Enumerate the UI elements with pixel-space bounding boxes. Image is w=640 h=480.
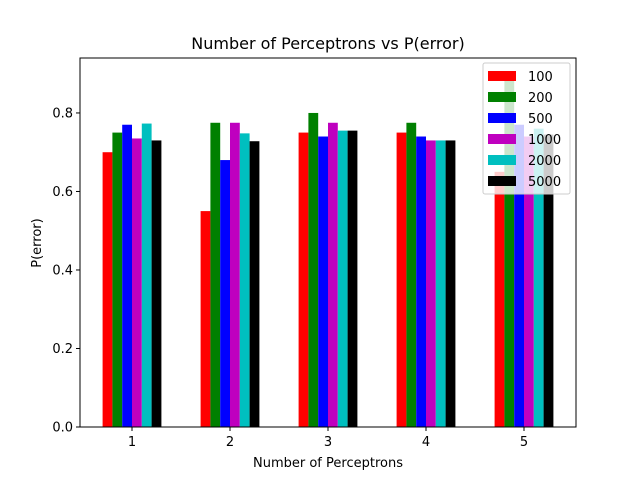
bar-200-1 — [112, 132, 123, 427]
legend-label-500: 500 — [528, 112, 553, 127]
legend-swatch-100 — [488, 71, 516, 81]
bar-500-4 — [416, 136, 426, 428]
legend-label-1000: 1000 — [528, 133, 561, 148]
legend-label-100: 100 — [528, 70, 553, 85]
bar-5000-5 — [543, 134, 554, 428]
bar-5000-4 — [445, 140, 456, 428]
y-tick-label: 0.0 — [52, 421, 73, 436]
bar-200-3 — [308, 112, 319, 427]
legend-swatch-2000 — [488, 155, 516, 165]
bar-500-1 — [122, 124, 132, 427]
x-tick-label: 1 — [128, 435, 136, 450]
bar-500-2 — [220, 160, 230, 427]
legend-swatch-500 — [488, 113, 516, 123]
legend-swatch-200 — [488, 92, 516, 102]
bars-group — [102, 77, 554, 428]
bar-500-3 — [318, 136, 328, 428]
bar-500-5 — [514, 124, 524, 427]
y-tick-label: 0.8 — [52, 106, 73, 121]
x-axis-label: Number of Perceptrons — [253, 456, 403, 471]
x-tick-label: 4 — [422, 435, 430, 450]
bar-2000-3 — [337, 130, 348, 427]
bar-1000-5 — [524, 136, 534, 428]
bar-1000-3 — [328, 122, 338, 428]
y-axis-label: P(error) — [30, 218, 45, 267]
bar-100-3 — [298, 132, 309, 427]
bar-1000-4 — [426, 140, 436, 428]
bar-1000-1 — [132, 138, 142, 428]
bar-5000-3 — [347, 130, 358, 427]
bar-200-4 — [406, 122, 417, 428]
bar-5000-1 — [151, 140, 162, 428]
legend-label-5000: 5000 — [528, 175, 561, 190]
bar-2000-1 — [141, 123, 152, 427]
legend-swatch-1000 — [488, 134, 516, 144]
legend-label-200: 200 — [528, 91, 553, 106]
bar-2000-2 — [239, 133, 250, 427]
bar-2000-4 — [435, 140, 446, 428]
bar-100-4 — [396, 132, 407, 427]
x-axis-ticks: 1 2 3 4 5 — [128, 427, 528, 450]
legend-label-2000: 2000 — [528, 154, 561, 169]
legend-swatch-5000 — [488, 176, 516, 186]
x-tick-label: 2 — [226, 435, 234, 450]
x-tick-label: 3 — [324, 435, 332, 450]
bar-200-2 — [210, 122, 221, 428]
chart-title: Number of Perceptrons vs P(error) — [191, 34, 464, 53]
bar-1000-2 — [230, 122, 240, 428]
bar-2000-5 — [533, 128, 544, 427]
bar-200-5 — [504, 77, 515, 428]
bar-5000-2 — [249, 141, 260, 427]
y-tick-label: 0.4 — [52, 263, 73, 278]
plot-frame — [79, 57, 577, 428]
y-tick-label: 0.2 — [52, 342, 73, 357]
legend: 100 200 500 1000 2000 5000 — [482, 62, 571, 195]
bar-100-1 — [102, 152, 113, 427]
y-axis-ticks: 0.0 0.2 0.4 0.6 0.8 — [52, 106, 80, 436]
x-tick-label: 5 — [520, 435, 528, 450]
bar-100-5 — [494, 171, 505, 427]
bar-100-2 — [200, 211, 211, 427]
y-tick-label: 0.6 — [52, 185, 73, 200]
